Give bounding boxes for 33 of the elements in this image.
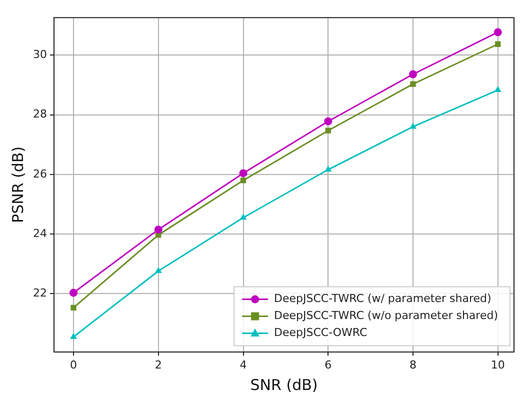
y-tick-label: 26	[32, 167, 47, 180]
y-tick-label: 24	[32, 226, 47, 240]
x-tick-label: 6	[324, 358, 332, 372]
y-tick-label: 30	[32, 48, 47, 62]
point	[410, 81, 416, 87]
point	[70, 332, 77, 339]
point	[154, 226, 162, 234]
point	[409, 70, 418, 78]
x-tick-label: 2	[154, 358, 162, 372]
y-tick-label: 22	[32, 286, 47, 300]
legend-label: DeepJSCC-OWRC	[274, 326, 368, 340]
point	[240, 178, 246, 184]
point	[495, 41, 501, 47]
y-axis-title: PSNR (dB)	[8, 146, 27, 223]
point	[240, 214, 247, 220]
point	[324, 117, 332, 126]
point	[239, 169, 248, 178]
point	[70, 288, 78, 297]
legend-label: DeepJSCC-TWRC (w/o parameter shared)	[274, 309, 498, 322]
point	[410, 122, 416, 129]
x-tick-label: 10	[490, 358, 505, 372]
point	[154, 267, 162, 274]
x-axis-title: SNR (dB)	[250, 376, 318, 394]
point	[325, 128, 331, 134]
legend-label: DeepJSCC-TWRC (w/ parameter shared)	[274, 292, 492, 306]
point	[494, 86, 502, 92]
y-tick-label: 28	[32, 108, 47, 121]
point	[494, 28, 502, 36]
point	[70, 304, 76, 311]
x-tick-label: 0	[70, 358, 78, 372]
x-tick-label: 4	[240, 358, 247, 372]
x-tick-label: 8	[410, 358, 417, 372]
point	[324, 166, 332, 172]
